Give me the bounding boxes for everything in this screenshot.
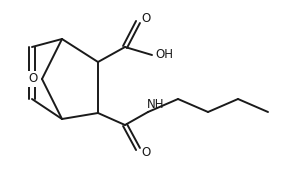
Text: O: O xyxy=(28,73,38,85)
Text: OH: OH xyxy=(155,48,173,61)
Text: O: O xyxy=(141,147,151,159)
Text: NH: NH xyxy=(147,98,165,112)
Text: O: O xyxy=(141,12,151,24)
